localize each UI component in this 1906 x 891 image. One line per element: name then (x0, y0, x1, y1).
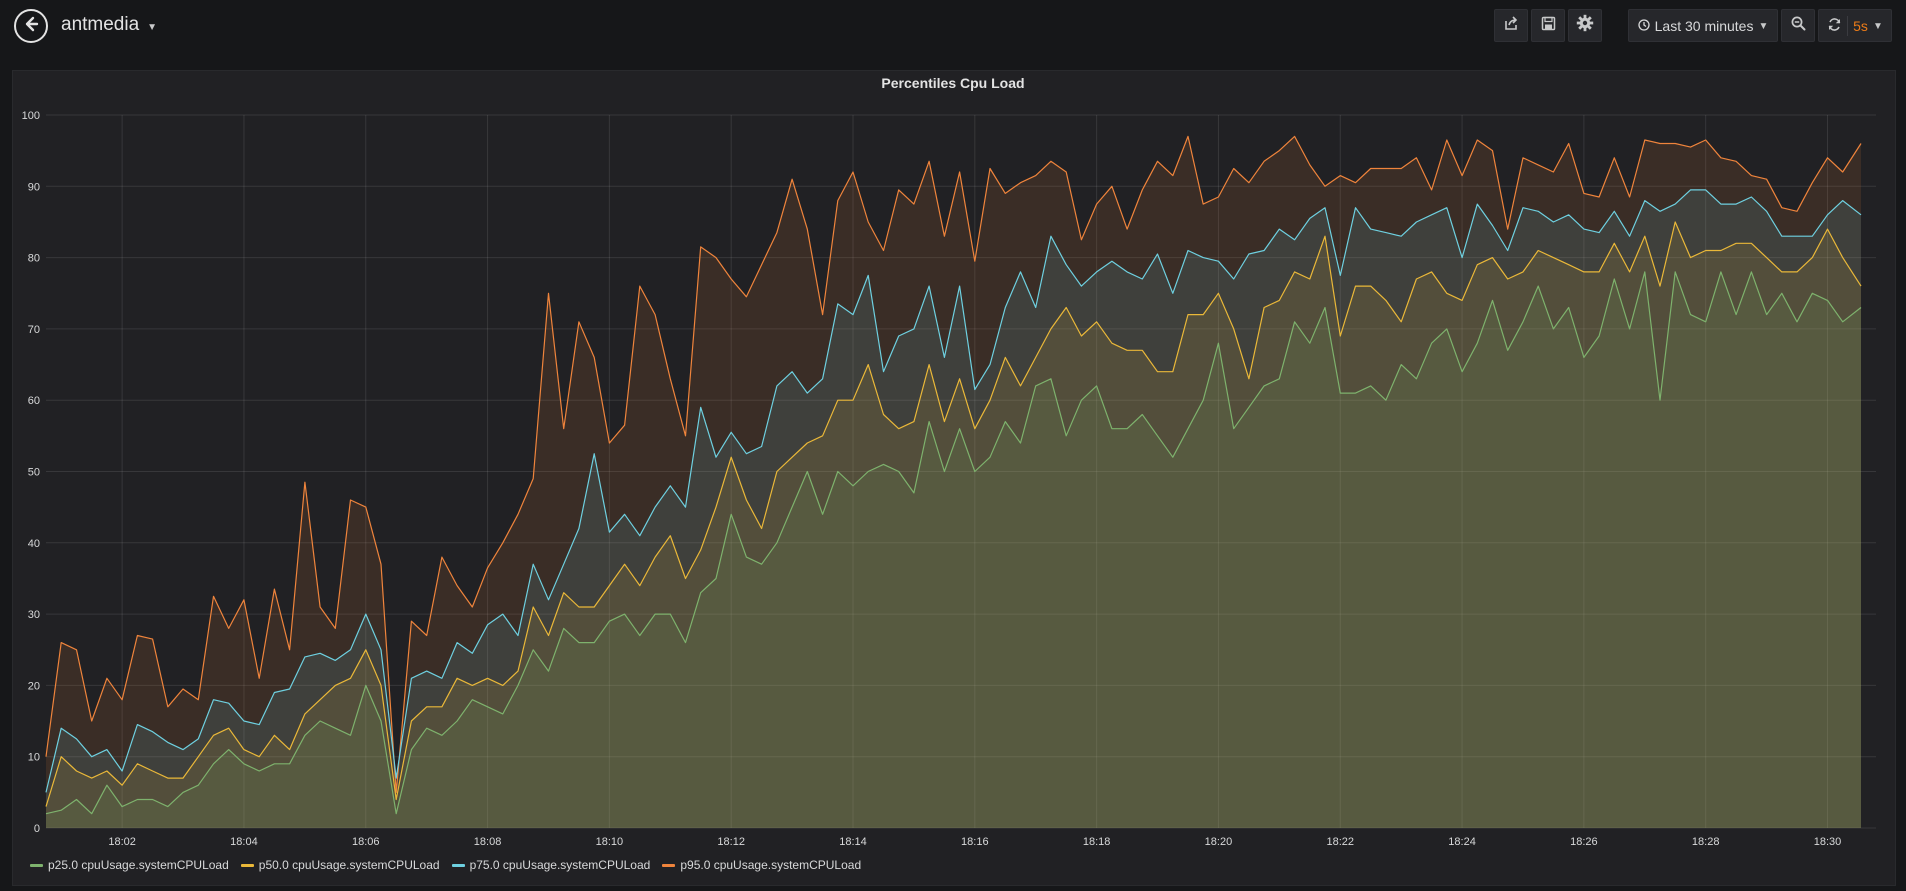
y-tick-label: 100 (22, 110, 40, 122)
y-tick-label: 90 (28, 181, 40, 193)
caret-down-icon: ▼ (1872, 21, 1883, 32)
zoom-out-icon (1791, 16, 1806, 36)
divider (1847, 15, 1849, 36)
x-tick-label: 18:20 (1205, 836, 1233, 848)
legend-label: p95.0 cpuUsage.systemCPULoad (680, 858, 862, 872)
legend-label: p50.0 cpuUsage.systemCPULoad (258, 858, 440, 872)
series-line[interactable] (45, 221, 1862, 807)
dashboard-navbar: antmedia ▼ (0, 0, 1906, 52)
series-area (46, 189, 1861, 828)
x-tick-label: 18:06 (352, 836, 380, 848)
y-tick-label: 70 (28, 324, 40, 336)
chart-grid (46, 114, 1876, 829)
y-tick-label: 60 (28, 395, 40, 407)
refresh-interval-label: 5s (1853, 17, 1868, 34)
legend-label: p75.0 cpuUsage.systemCPULoad (469, 858, 651, 872)
series-area (46, 222, 1861, 828)
series-area (46, 136, 1861, 828)
panel-title[interactable]: Percentiles Cpu Load (881, 75, 1025, 91)
x-tick-label: 18:30 (1814, 836, 1842, 848)
gear-icon (1576, 14, 1594, 37)
series-line[interactable] (45, 135, 1862, 794)
y-tick-label: 20 (28, 680, 40, 692)
dashboard-title-picker[interactable]: antmedia ▼ (61, 14, 157, 36)
x-tick-label: 18:16 (961, 836, 989, 848)
x-tick-label: 18:26 (1570, 836, 1598, 848)
x-tick-label: 18:02 (108, 836, 136, 848)
zoom-out-button[interactable] (1781, 9, 1815, 42)
chart-legend: p25.0 cpuUsage.systemCPULoad p50.0 cpuUsa… (30, 858, 861, 872)
y-tick-label: 50 (28, 467, 40, 479)
x-axis: 18:02 18:04 18:06 18:08 18:10 18:12 18:14 18:16… (108, 836, 1841, 848)
y-tick-label: 0 (34, 823, 40, 835)
legend-item[interactable]: p95.0 cpuUsage.systemCPULoad (662, 858, 861, 872)
share-icon (1503, 15, 1519, 36)
caret-down-icon: ▼ (147, 21, 158, 33)
legend-swatch (240, 863, 254, 867)
y-tick-label: 10 (28, 752, 40, 764)
legend-swatch (662, 863, 676, 867)
refresh-button[interactable]: 5s ▼ (1818, 9, 1892, 42)
chart-areas (46, 136, 1861, 828)
y-tick-label: 30 (28, 609, 40, 621)
x-tick-label: 18:10 (596, 836, 624, 848)
save-dashboard-button[interactable] (1531, 9, 1565, 42)
x-tick-label: 18:14 (839, 836, 867, 848)
share-dashboard-button[interactable] (1494, 9, 1528, 42)
x-tick-label: 18:12 (717, 836, 745, 848)
clock-icon (1637, 18, 1650, 34)
legend-swatch (451, 863, 465, 867)
x-tick-label: 18:24 (1448, 836, 1476, 848)
legend-swatch (30, 863, 43, 867)
series-line[interactable] (45, 271, 1862, 815)
chart-lines (45, 135, 1862, 815)
legend-item[interactable]: p50.0 cpuUsage.systemCPULoad (240, 858, 440, 872)
legend-item[interactable]: p75.0 cpuUsage.systemCPULoad (451, 858, 651, 872)
series-line[interactable] (45, 189, 1862, 793)
y-tick-label: 80 (28, 253, 40, 265)
refresh-icon (1827, 17, 1842, 35)
caret-down-icon: ▼ (1758, 21, 1769, 32)
x-tick-label: 18:28 (1692, 836, 1720, 848)
save-icon (1541, 16, 1556, 36)
time-range-picker[interactable]: Last 30 minutes ▼ (1628, 9, 1778, 42)
x-tick-label: 18:08 (474, 836, 502, 848)
y-axis: 0 10 20 30 40 50 60 70 80 90 100 (22, 110, 40, 835)
graph-panel (12, 70, 1896, 886)
back-button[interactable] (14, 9, 48, 43)
y-tick-label: 40 (28, 538, 40, 550)
time-range-label: Last 30 minutes (1654, 17, 1754, 34)
settings-button[interactable] (1568, 9, 1602, 42)
dashboard-title: antmedia (61, 14, 140, 35)
legend-label: p25.0 cpuUsage.systemCPULoad (48, 858, 229, 872)
arrow-left-circle-icon (22, 15, 40, 38)
x-tick-label: 18:18 (1083, 836, 1111, 848)
x-tick-label: 18:22 (1326, 836, 1354, 848)
x-tick-label: 18:04 (230, 836, 258, 848)
series-area (46, 271, 1861, 828)
legend-item[interactable]: p25.0 cpuUsage.systemCPULoad (30, 858, 229, 872)
